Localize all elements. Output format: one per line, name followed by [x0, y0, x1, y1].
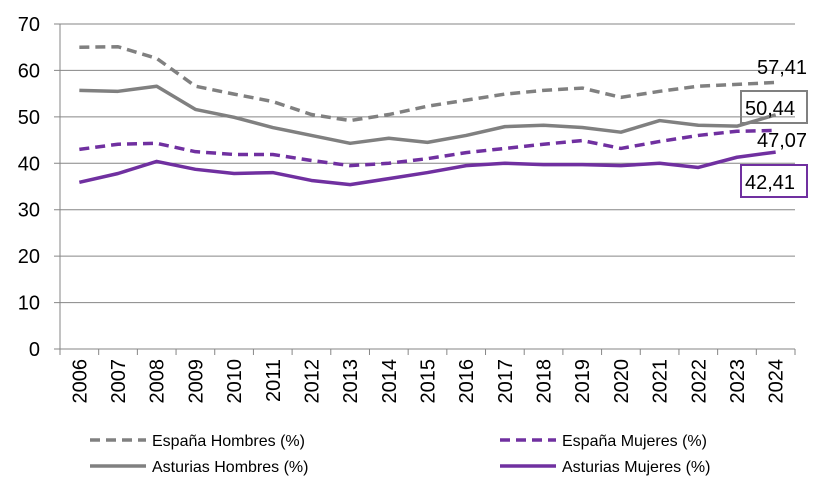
x-tick-label: 2008	[147, 359, 169, 404]
y-tick-label: 60	[18, 60, 40, 82]
data-label-box	[740, 164, 808, 198]
data-label: 50,44	[745, 98, 795, 120]
x-tick-label: 2019	[572, 359, 594, 404]
y-tick-label: 70	[18, 14, 40, 36]
x-tick-label: 2014	[379, 359, 401, 404]
x-tick-label: 2020	[611, 359, 633, 404]
legend-label: Asturias Hombres (%)	[152, 459, 308, 476]
x-tick-label: 2018	[534, 359, 556, 404]
data-label: 57,41	[757, 57, 807, 79]
x-tick-label: 2006	[69, 359, 91, 404]
y-tick-label: 10	[18, 293, 40, 315]
series-line	[79, 45, 776, 123]
x-tick-label: 2011	[263, 359, 285, 402]
y-tick-label: 30	[18, 200, 40, 222]
data-label-box	[740, 90, 808, 124]
legend-label: España Hombres (%)	[152, 433, 305, 450]
x-tick-label: 2013	[340, 359, 362, 404]
x-tick-label: 2024	[766, 359, 788, 404]
x-tick-label: 2007	[108, 359, 130, 404]
x-tick-label: 2009	[185, 359, 207, 404]
x-tick-label: 2015	[418, 359, 440, 404]
legend-label: Asturias Mujeres (%)	[562, 459, 710, 476]
y-tick-label: 50	[18, 107, 40, 129]
x-tick-label: 2022	[688, 359, 710, 404]
data-label: 47,07	[757, 130, 807, 152]
x-tick-label: 2021	[650, 359, 672, 404]
x-tick-label: 2012	[301, 359, 323, 404]
y-tick-label: 0	[29, 339, 40, 361]
series-line	[78, 150, 776, 187]
data-label: 42,41	[745, 172, 795, 194]
series-line	[79, 128, 776, 168]
y-tick-label: 40	[18, 153, 40, 175]
x-tick-label: 2010	[224, 359, 246, 404]
x-tick-label: 2016	[456, 359, 478, 404]
legend-label: España Mujeres (%)	[562, 433, 707, 450]
series-line	[79, 84, 777, 146]
x-tick-label: 2023	[727, 359, 749, 404]
x-tick-label: 2017	[495, 359, 517, 404]
y-tick-label: 20	[18, 246, 40, 268]
